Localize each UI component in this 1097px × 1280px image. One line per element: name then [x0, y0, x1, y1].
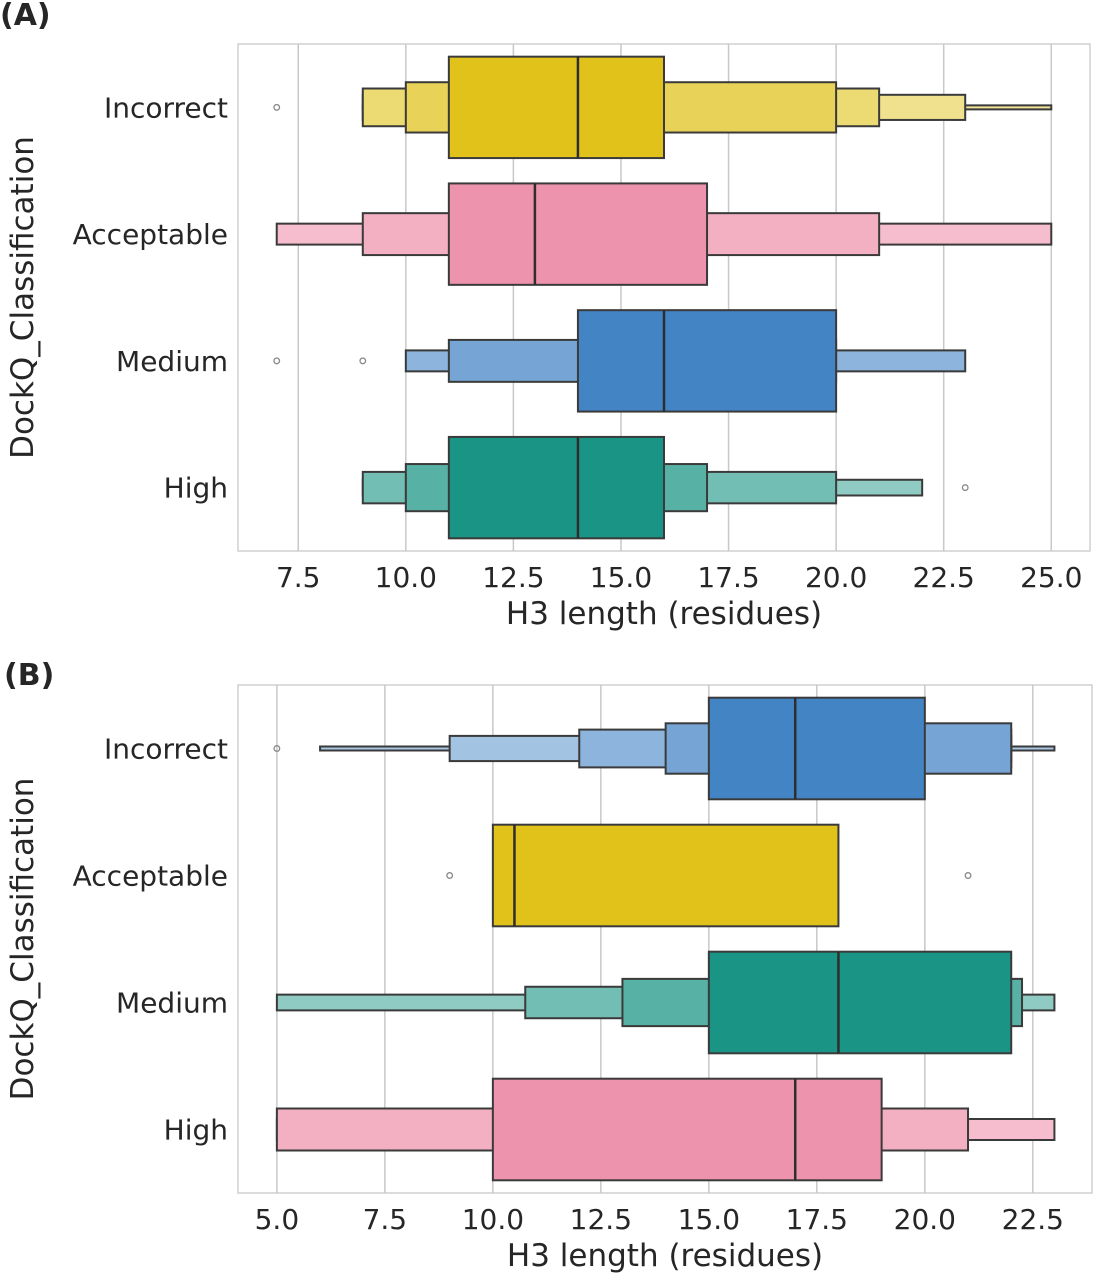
- x-tick-label: 17.5: [697, 561, 759, 594]
- boxen-level-1: [447, 55, 665, 160]
- x-tick-label: 12.5: [570, 1203, 632, 1236]
- boxen-level-1: [447, 182, 709, 286]
- boxen-level-1: [707, 950, 1013, 1055]
- y-tick-label: High: [164, 1114, 228, 1147]
- boxen-level-1: [707, 696, 926, 801]
- x-tick-label: 7.5: [363, 1203, 408, 1236]
- x-tick-label: 5.0: [255, 1203, 300, 1236]
- boxen-level-1: [447, 435, 665, 540]
- outlier-point: [273, 357, 281, 365]
- y-tick-label: Medium: [116, 987, 228, 1020]
- chart-a-boxen-plot: 7.5 10.0 12.5 15.0 17.5 20.0 22.5 25.0 Incorrect…: [5, 43, 1091, 632]
- y-tick-label: Incorrect: [104, 91, 228, 124]
- chart-b-boxen-plot: 5.0 7.5 10.0 12.5 15.0 17.5 20.0 22.5 Incorrect A…: [5, 684, 1093, 1274]
- x-tick-label: 20.0: [805, 561, 867, 594]
- x-tick-label: 20.0: [894, 1203, 956, 1236]
- x-axis-title: H3 length (residues): [506, 596, 822, 632]
- outlier-point: [359, 357, 367, 365]
- y-tick-label: Incorrect: [104, 733, 228, 766]
- boxen-acceptable: [446, 823, 972, 928]
- outlier-point: [273, 745, 281, 752]
- y-tick-label: High: [164, 472, 228, 505]
- outlier-point: [961, 484, 969, 492]
- x-tick-label: 25.0: [1020, 561, 1082, 594]
- x-tick-label: 10.0: [462, 1203, 524, 1236]
- x-tick-label: 15.0: [678, 1203, 740, 1236]
- y-tick-label: Acceptable: [73, 218, 228, 251]
- x-tick-label: 7.5: [276, 561, 321, 594]
- y-tick-label: Medium: [116, 345, 228, 378]
- outlier-point: [964, 872, 972, 879]
- x-axis-title: H3 length (residues): [507, 1238, 823, 1274]
- x-tick-label: 17.5: [786, 1203, 848, 1236]
- x-tick-label: 10.0: [375, 561, 437, 594]
- boxen-high: [361, 435, 969, 540]
- boxen-level-1: [576, 309, 838, 413]
- outlier-point: [446, 872, 454, 879]
- x-tick-label: 12.5: [482, 561, 544, 594]
- panel-label-a: (A): [0, 0, 51, 33]
- boxen-incorrect: [273, 55, 1053, 160]
- boxen-medium: [275, 950, 1056, 1055]
- panel-label-b: (B): [4, 658, 55, 693]
- x-tick-label: 22.5: [1002, 1203, 1064, 1236]
- outlier-point: [273, 103, 281, 111]
- boxen-level-1: [491, 1077, 883, 1182]
- x-tick-label: 15.0: [590, 561, 652, 594]
- boxen-incorrect: [273, 696, 1056, 801]
- y-axis-title: DockQ_Classification: [5, 136, 41, 459]
- y-tick-label: Acceptable: [73, 860, 228, 893]
- boxen-level-1: [491, 823, 840, 928]
- boxen-medium: [273, 309, 967, 413]
- boxen-acceptable: [275, 182, 1053, 286]
- x-tick-label: 22.5: [913, 561, 975, 594]
- boxen-high: [275, 1077, 1056, 1182]
- y-axis-title: DockQ_Classification: [5, 778, 41, 1101]
